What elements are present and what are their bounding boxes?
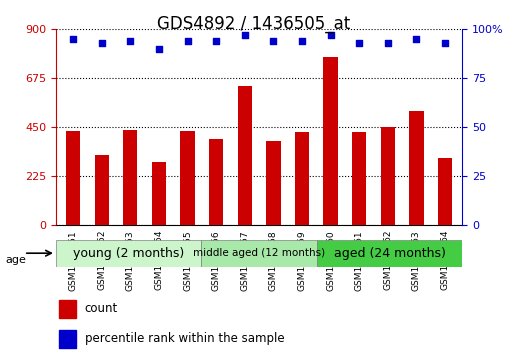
Bar bbox=[352, 132, 366, 225]
Bar bbox=[438, 158, 452, 225]
FancyBboxPatch shape bbox=[201, 240, 317, 267]
Bar bbox=[209, 139, 224, 225]
Text: middle aged (12 months): middle aged (12 months) bbox=[193, 248, 325, 258]
Point bbox=[298, 38, 306, 44]
Bar bbox=[295, 132, 309, 225]
Point bbox=[441, 40, 449, 46]
FancyBboxPatch shape bbox=[317, 240, 462, 267]
Bar bbox=[238, 86, 252, 225]
Point bbox=[412, 36, 421, 42]
Point bbox=[98, 40, 106, 46]
Point bbox=[241, 32, 249, 38]
Bar bbox=[266, 141, 280, 225]
Bar bbox=[409, 111, 424, 225]
Point bbox=[69, 36, 77, 42]
Point bbox=[126, 38, 134, 44]
Bar bbox=[94, 155, 109, 225]
Text: age: age bbox=[5, 254, 26, 265]
Point bbox=[269, 38, 277, 44]
Bar bbox=[59, 299, 76, 318]
Point bbox=[384, 40, 392, 46]
Text: count: count bbox=[84, 302, 118, 315]
Bar bbox=[324, 57, 338, 225]
Point bbox=[355, 40, 363, 46]
Text: young (2 months): young (2 months) bbox=[73, 247, 184, 260]
FancyBboxPatch shape bbox=[56, 240, 201, 267]
Point bbox=[327, 32, 335, 38]
Point bbox=[155, 46, 163, 52]
Text: percentile rank within the sample: percentile rank within the sample bbox=[84, 332, 284, 345]
Bar bbox=[152, 162, 166, 225]
Bar bbox=[380, 127, 395, 225]
Text: aged (24 months): aged (24 months) bbox=[334, 247, 446, 260]
Bar bbox=[66, 131, 80, 225]
Bar bbox=[59, 330, 76, 348]
Bar bbox=[180, 131, 195, 225]
Point bbox=[183, 38, 192, 44]
Text: GDS4892 / 1436505_at: GDS4892 / 1436505_at bbox=[157, 15, 351, 33]
Point bbox=[212, 38, 220, 44]
Bar bbox=[123, 130, 138, 225]
